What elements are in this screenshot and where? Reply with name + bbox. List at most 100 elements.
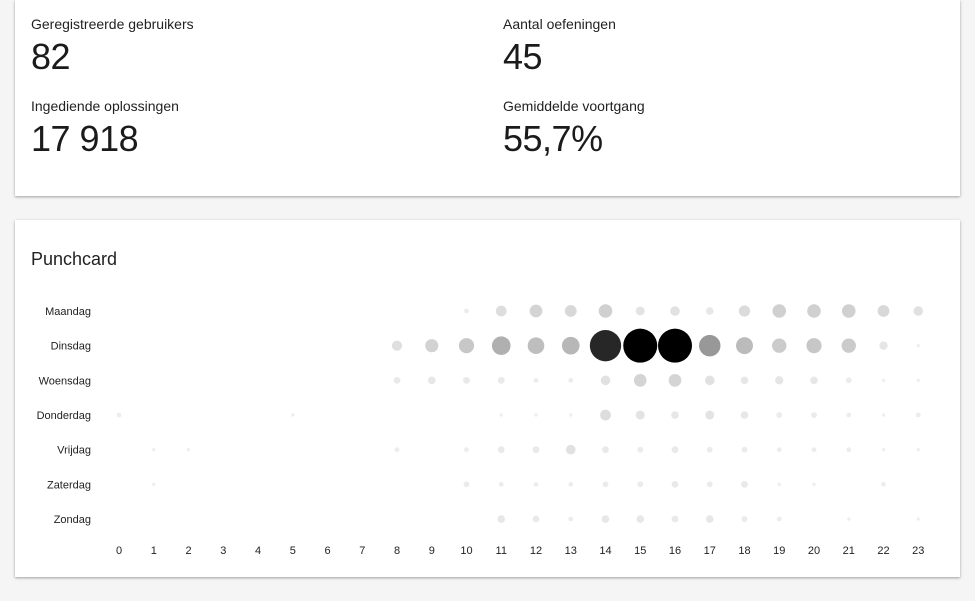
punch-dot[interactable]: [671, 411, 679, 419]
punch-dot[interactable]: [738, 305, 751, 317]
punch-dot[interactable]: [658, 328, 692, 363]
punch-dot[interactable]: [637, 446, 644, 453]
punch-dot[interactable]: [598, 304, 613, 318]
punch-dot[interactable]: [777, 482, 781, 487]
punch-dot[interactable]: [636, 515, 645, 523]
punch-dot[interactable]: [498, 481, 504, 487]
punch-dot[interactable]: [668, 373, 682, 387]
punch-dot[interactable]: [602, 481, 609, 488]
punch-dot[interactable]: [881, 413, 886, 417]
punch-dot[interactable]: [565, 444, 576, 455]
punch-dot[interactable]: [916, 378, 920, 383]
punch-dot[interactable]: [841, 338, 856, 353]
punch-dot[interactable]: [845, 377, 852, 384]
punch-dot[interactable]: [601, 515, 610, 523]
punch-dot[interactable]: [497, 515, 506, 523]
punch-dot[interactable]: [811, 412, 817, 418]
punch-dot[interactable]: [847, 517, 851, 521]
punch-dot[interactable]: [464, 447, 469, 453]
punch-dot[interactable]: [776, 516, 782, 522]
punch-dot[interactable]: [569, 413, 573, 417]
punch-dot[interactable]: [846, 447, 852, 453]
punch-dot[interactable]: [807, 304, 821, 318]
punch-dot[interactable]: [846, 412, 852, 418]
punch-dot[interactable]: [529, 304, 543, 318]
punch-dot[interactable]: [600, 409, 611, 421]
punch-dot[interactable]: [881, 481, 886, 487]
punch-dot[interactable]: [740, 376, 749, 385]
punch-dot[interactable]: [637, 481, 644, 488]
punch-dot[interactable]: [671, 446, 679, 454]
punch-dot[interactable]: [772, 304, 787, 318]
punch-dot[interactable]: [671, 480, 679, 488]
punch-dot[interactable]: [877, 305, 890, 317]
punch-dot[interactable]: [463, 481, 470, 488]
punch-dot[interactable]: [775, 376, 784, 385]
punch-dot[interactable]: [704, 375, 715, 386]
punch-dot[interactable]: [741, 480, 748, 488]
punch-dot[interactable]: [425, 339, 439, 353]
punch-dot[interactable]: [152, 447, 156, 452]
punch-dot[interactable]: [806, 338, 822, 354]
punch-dot[interactable]: [427, 376, 436, 385]
punch-dot[interactable]: [812, 482, 816, 487]
punch-dot[interactable]: [915, 412, 921, 418]
punch-dot[interactable]: [881, 447, 886, 452]
punch-dot[interactable]: [391, 340, 403, 351]
punch-dot[interactable]: [602, 446, 609, 454]
punch-dot[interactable]: [736, 337, 753, 355]
punch-dot[interactable]: [913, 306, 924, 316]
punch-dot[interactable]: [916, 447, 920, 452]
punch-dot[interactable]: [740, 411, 749, 419]
punch-dot[interactable]: [879, 341, 888, 350]
punch-dot[interactable]: [527, 337, 545, 354]
punch-dot[interactable]: [491, 336, 511, 355]
punch-dot[interactable]: [916, 343, 920, 348]
punch-dot[interactable]: [152, 482, 156, 487]
punch-dot[interactable]: [699, 334, 721, 357]
punch-dot[interactable]: [706, 446, 713, 453]
punch-dot[interactable]: [776, 412, 783, 418]
punch-dot[interactable]: [564, 305, 577, 317]
punch-dot[interactable]: [291, 413, 295, 417]
punch-dot[interactable]: [635, 410, 645, 420]
punch-dot[interactable]: [561, 336, 580, 355]
punch-dot[interactable]: [881, 378, 886, 383]
punch-dot[interactable]: [533, 481, 539, 487]
punch-dot[interactable]: [705, 307, 714, 315]
punch-dot[interactable]: [568, 377, 574, 383]
punch-dot[interactable]: [623, 328, 658, 363]
punch-dot[interactable]: [633, 373, 647, 387]
punch-dot[interactable]: [534, 413, 538, 417]
punch-dot[interactable]: [532, 446, 540, 454]
punch-dot[interactable]: [497, 376, 505, 384]
punch-dot[interactable]: [499, 413, 503, 417]
punch-dot[interactable]: [568, 481, 574, 487]
punch-dot[interactable]: [705, 515, 714, 523]
punch-dot[interactable]: [497, 446, 505, 454]
punch-dot[interactable]: [671, 515, 679, 523]
punch-dot[interactable]: [772, 338, 787, 353]
punch-dot[interactable]: [741, 516, 748, 522]
punch-dot[interactable]: [810, 376, 818, 385]
punch-dot[interactable]: [705, 410, 715, 420]
punch-dot[interactable]: [589, 330, 622, 362]
punch-dot[interactable]: [635, 306, 645, 316]
punch-dot[interactable]: [670, 306, 680, 316]
punch-dot[interactable]: [533, 377, 539, 383]
punch-dot[interactable]: [186, 447, 191, 452]
punch-dot[interactable]: [458, 338, 475, 354]
punch-dot[interactable]: [706, 481, 713, 488]
punch-dot[interactable]: [741, 446, 748, 453]
punch-dot[interactable]: [811, 447, 817, 453]
punch-dot[interactable]: [568, 516, 574, 522]
punch-dot[interactable]: [532, 515, 540, 523]
punch-dot[interactable]: [495, 305, 507, 317]
punch-dot[interactable]: [116, 412, 122, 418]
punch-dot[interactable]: [916, 517, 920, 521]
punch-dot[interactable]: [394, 447, 400, 453]
punch-dot[interactable]: [776, 447, 782, 453]
punch-dot[interactable]: [393, 376, 401, 384]
punch-dot[interactable]: [464, 308, 469, 314]
punch-dot[interactable]: [463, 376, 470, 384]
